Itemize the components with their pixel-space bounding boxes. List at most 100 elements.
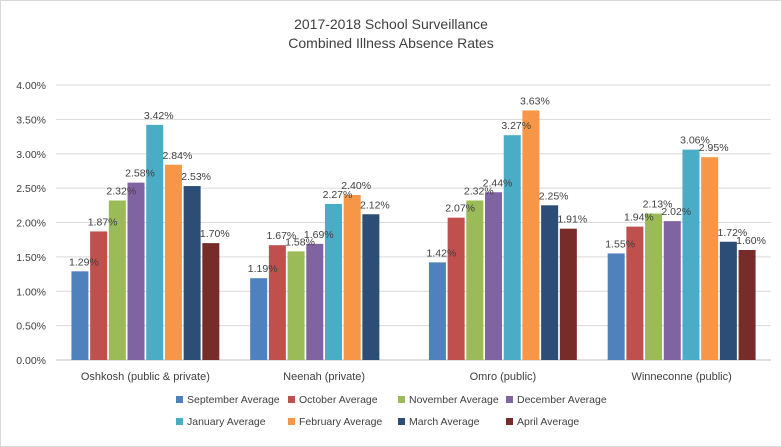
data-label: 2.32% (464, 186, 494, 198)
data-labels: 1.29% 1.87% 2.32% 2.58% 3.42% 2.84% 2.53% 1.70%… (69, 95, 766, 275)
data-label: 1.87% (88, 216, 118, 228)
bar (268, 245, 286, 360)
chart-subtitle: Combined Illness Absence Rates (288, 35, 493, 51)
bars (71, 110, 756, 360)
legend-swatch (398, 418, 405, 425)
bar (71, 271, 89, 360)
legend-label: November Average (409, 394, 499, 406)
legend-label: March Average (409, 416, 480, 428)
legend-swatch (176, 418, 183, 425)
x-category-label: Omro (public) (470, 371, 537, 383)
bar (682, 149, 700, 360)
legend-swatch (176, 396, 183, 403)
legend-item: December Average (506, 394, 607, 406)
bar (362, 214, 380, 360)
legend-label: April Average (517, 416, 579, 428)
data-label: 1.60% (736, 235, 766, 247)
data-label: 2.27% (323, 189, 353, 201)
data-label: 1.70% (200, 228, 230, 240)
bar (127, 182, 145, 360)
bar (183, 186, 201, 360)
bar (607, 253, 625, 360)
data-label: 1.19% (248, 263, 278, 275)
legend-label: February Average (299, 416, 382, 428)
legend-item: September Average (176, 394, 280, 406)
bar (324, 203, 342, 360)
legend-label: September Average (187, 394, 280, 406)
data-label: 1.91% (557, 214, 587, 226)
y-tick-label: 0.50% (16, 321, 46, 333)
data-label: 2.84% (163, 150, 193, 162)
bar (250, 278, 268, 360)
data-label: 2.02% (661, 206, 691, 218)
data-label: 2.58% (125, 168, 155, 180)
data-label: 1.58% (285, 236, 315, 248)
legend-swatch (398, 396, 405, 403)
bar (447, 217, 465, 360)
bar (503, 135, 521, 360)
legend: September Average October Average November… (176, 394, 607, 428)
data-label: 3.27% (501, 120, 531, 132)
data-label: 1.29% (69, 256, 99, 268)
bar (287, 251, 305, 360)
x-axis-categories: Oshkosh (public & private) Neenah (privat… (81, 371, 732, 383)
data-label: 1.69% (304, 229, 334, 241)
bar (90, 231, 108, 360)
bar (428, 262, 446, 360)
legend-item: April Average (506, 416, 579, 428)
y-tick-label: 1.00% (16, 286, 46, 298)
x-category-label: Oshkosh (public & private) (81, 371, 210, 383)
data-label: 1.94% (624, 212, 654, 224)
x-category-label: Neenah (private) (283, 371, 365, 383)
legend-item: January Average (176, 416, 266, 428)
bar (108, 200, 126, 360)
legend-label: January Average (187, 416, 266, 428)
bar (485, 192, 503, 360)
bar (522, 110, 540, 360)
data-label: 2.44% (483, 177, 513, 189)
legend-swatch (288, 418, 295, 425)
data-label: 2.07% (445, 203, 475, 215)
legend-swatch (506, 418, 513, 425)
y-tick-label: 0.00% (16, 355, 46, 367)
data-label: 3.63% (520, 95, 550, 107)
bar (701, 157, 719, 360)
bar (645, 213, 663, 360)
y-axis-ticks: 0.00% 0.50% 1.00% 1.50% 2.00% 2.50% 3.00% 3.50%… (16, 80, 46, 367)
data-label: 2.12% (360, 199, 390, 211)
bar (202, 243, 220, 360)
bar (738, 250, 756, 360)
bar (306, 243, 324, 360)
bar (164, 164, 182, 360)
gridlines (56, 84, 771, 361)
data-label: 2.95% (699, 142, 729, 154)
data-label: 2.53% (181, 171, 211, 183)
bar (146, 124, 164, 360)
bar (541, 205, 559, 360)
y-tick-label: 2.50% (16, 183, 46, 195)
bar (626, 226, 644, 360)
legend-item: October Average (288, 394, 378, 406)
bar (466, 200, 484, 360)
legend-item: February Average (288, 416, 382, 428)
legend-label: October Average (299, 394, 378, 406)
data-label: 1.72% (717, 227, 747, 239)
legend-item: November Average (398, 394, 499, 406)
chart-title: 2017-2018 School Surveillance (294, 16, 488, 32)
bar (343, 195, 361, 360)
data-label: 1.67% (266, 230, 296, 242)
data-label: 2.25% (539, 190, 569, 202)
data-label: 2.40% (341, 180, 371, 192)
data-label: 1.55% (605, 238, 635, 250)
y-tick-label: 2.00% (16, 218, 46, 230)
bar (663, 221, 681, 360)
data-label: 2.13% (643, 199, 673, 211)
legend-swatch (506, 396, 513, 403)
data-label: 2.32% (106, 186, 136, 198)
legend-item: March Average (398, 416, 480, 428)
legend-swatch (288, 396, 295, 403)
bar (719, 241, 737, 360)
bar (559, 228, 577, 360)
